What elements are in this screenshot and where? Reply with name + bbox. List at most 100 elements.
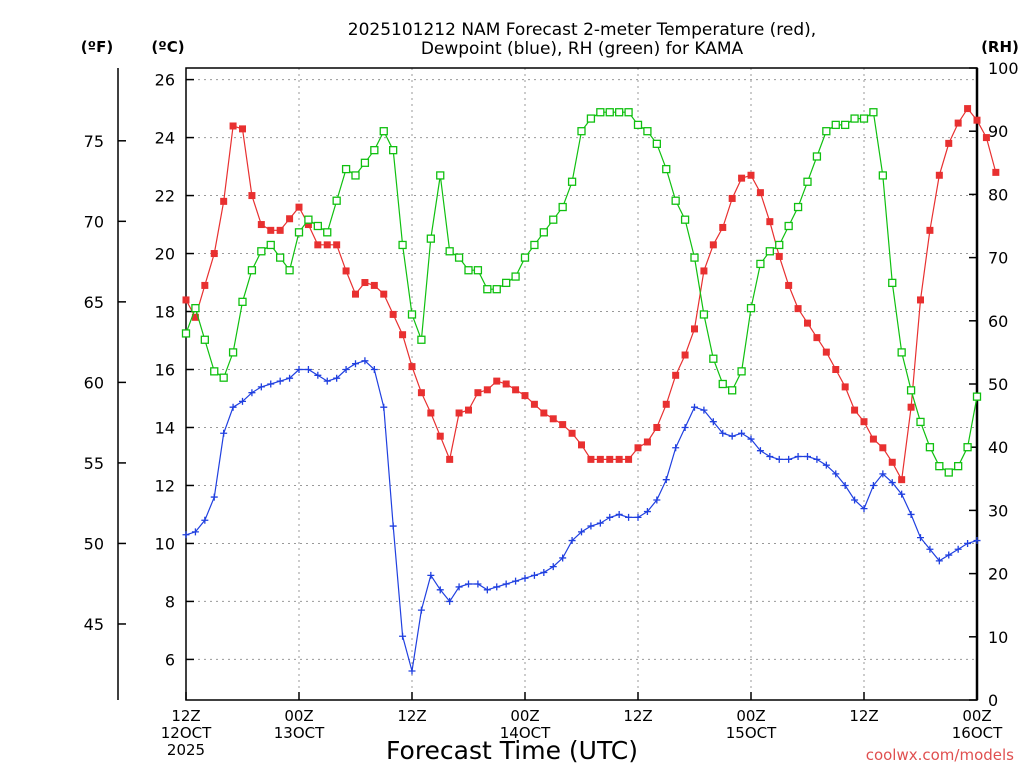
rh-point — [285, 266, 294, 275]
rh-tick-label: 0 — [988, 691, 998, 710]
temperature-point — [493, 377, 501, 385]
temperature-point — [182, 296, 190, 304]
dewpoint-point — [804, 452, 811, 460]
rh-point — [191, 304, 200, 313]
x-tick-label: 12Z — [623, 707, 652, 725]
dewpoint-point — [766, 452, 774, 460]
rh-point — [389, 146, 398, 155]
dewpoint-point — [879, 470, 887, 478]
temperature-point — [436, 432, 444, 440]
x-tick-label: 2025 — [167, 741, 205, 759]
chart-title-line2: Dewpoint (blue), RH (green) for KAMA — [421, 39, 744, 59]
temperature-point — [361, 279, 369, 287]
celsius-tick-label: 8 — [165, 592, 175, 611]
temperature-point — [342, 267, 350, 275]
temperature-point — [841, 383, 849, 391]
dewpoint-point — [860, 505, 868, 513]
fahrenheit-tick-label: 45 — [84, 615, 104, 634]
dewpoint-point — [540, 568, 548, 576]
dewpoint-point — [568, 537, 576, 545]
x-tick-label: 00Z — [510, 707, 539, 725]
rh-point — [841, 120, 850, 130]
celsius-axis: 6 8 10 12 14 16 18 20 22 24 26 — [155, 71, 194, 669]
dewpoint-point — [945, 551, 953, 559]
dewpoint-point — [399, 632, 407, 640]
chart-title-line1: 2025101212 NAM Forecast 2-meter Temperat… — [348, 20, 816, 40]
celsius-tick-label: 16 — [155, 361, 175, 380]
dewpoint-point — [427, 571, 435, 579]
x-tick-label: 12Z — [849, 707, 878, 725]
series-dewpoint — [182, 357, 981, 675]
dewpoint-point — [323, 377, 331, 385]
dewpoint-point — [917, 534, 924, 542]
dewpoint-point — [794, 452, 802, 460]
dewpoint-point — [785, 455, 793, 463]
temperature-point — [304, 221, 312, 229]
rh-point — [502, 278, 511, 288]
celsius-tick-label: 22 — [155, 187, 175, 206]
grid-lines — [186, 68, 977, 700]
temperature-point — [201, 281, 209, 289]
dewpoint-point — [926, 545, 934, 553]
rh-point — [379, 127, 388, 136]
dewpoint-point — [643, 508, 651, 516]
rh-point — [549, 215, 558, 224]
rh-point — [238, 297, 247, 306]
rh-point — [341, 164, 351, 174]
temperature-point — [295, 203, 303, 211]
rh-point — [746, 304, 756, 313]
rh-point — [454, 253, 464, 262]
temperature-point — [869, 435, 877, 443]
rh-point — [558, 202, 567, 212]
rh-point — [624, 108, 633, 117]
rh-point — [963, 443, 972, 452]
temperature-point — [399, 331, 407, 339]
dewpoint-point — [465, 580, 472, 588]
temperature-point — [785, 281, 793, 289]
rh-point — [247, 266, 257, 275]
temperature-point — [540, 409, 548, 417]
fahrenheit-tick-label: 50 — [84, 534, 104, 553]
rh-tick-label: 70 — [988, 249, 1008, 268]
temperature-point — [964, 105, 972, 113]
x-tick-label: 12Z — [397, 707, 426, 725]
dewpoint-point — [483, 586, 491, 594]
rh-point — [181, 329, 191, 338]
rh-point — [483, 285, 492, 294]
x-tick-label: 14OCT — [500, 724, 551, 742]
rh-point — [332, 196, 341, 205]
dewpoint-point — [417, 606, 425, 614]
dewpoint-point — [907, 510, 915, 518]
temperature-point — [323, 241, 331, 249]
temperature-point — [465, 406, 472, 414]
rh-point — [445, 247, 454, 256]
rh-point — [831, 120, 840, 130]
rh-point — [784, 221, 793, 231]
rh-point — [812, 152, 822, 161]
temperature-point — [691, 325, 698, 333]
dewpoint-point — [333, 374, 341, 382]
temperature-point — [954, 119, 962, 127]
dewpoint-point — [587, 522, 595, 530]
x-tick-label: 00Z — [962, 707, 991, 725]
dewpoint-point — [662, 476, 670, 484]
dewpoint-point — [728, 432, 736, 440]
temperature-point — [879, 444, 887, 452]
dewpoint-point — [634, 513, 642, 521]
dewpoint-point — [446, 597, 454, 605]
dewpoint-point — [530, 571, 538, 579]
dewpoint-point — [286, 374, 294, 382]
rh-point — [586, 114, 596, 123]
rh-point — [888, 278, 897, 288]
dewpoint-point — [229, 403, 237, 411]
rh-point — [972, 392, 982, 401]
rh-point — [323, 228, 332, 237]
dewpoint-point — [832, 470, 840, 478]
rh-point — [793, 202, 803, 212]
temperature-point — [455, 409, 463, 417]
rh-point — [728, 386, 737, 395]
dewpoint-point — [389, 522, 397, 530]
temperature-point — [389, 310, 397, 318]
rh-point — [954, 462, 963, 471]
dewpoint-point — [257, 383, 265, 391]
